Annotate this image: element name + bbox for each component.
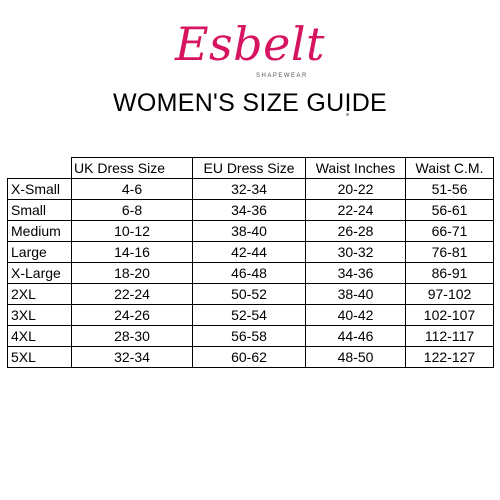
brand-logo: Esbelt SHAPEWEAR [0,18,500,88]
waist-inches-cell: 30-32 [305,241,406,263]
logo-tagline: SHAPEWEAR [256,73,308,79]
column-header-uk-dress-size: UK Dress Size [71,157,193,179]
row-label-size: 5XL [7,346,72,368]
table-header-row: UK Dress Size EU Dress Size Waist Inches… [7,157,494,179]
waist-inches-cell: 22-24 [305,199,406,221]
table-row: Large 14-16 42-44 30-32 76-81 [7,241,494,263]
row-label-size: 2XL [7,283,72,305]
table-corner-cell [7,157,72,179]
table-row: X-Large 18-20 46-48 34-36 86-91 [7,262,494,284]
uk-dress-size-cell: 4-6 [71,178,193,200]
waist-cm-cell: 112-117 [405,325,494,347]
waist-inches-cell: 40-42 [305,304,406,326]
waist-inches-cell: 48-50 [305,346,406,368]
row-label-size: Small [7,199,72,221]
uk-dress-size-cell: 22-24 [71,283,193,305]
table-row: 4XL 28-30 56-58 44-46 112-117 [7,325,494,347]
eu-dress-size-cell: 60-62 [192,346,306,368]
waist-cm-cell: 66-71 [405,220,494,242]
row-label-size: X-Small [7,178,72,200]
row-label-size: X-Large [7,262,72,284]
row-label-size: Large [7,241,72,263]
uk-dress-size-cell: 14-16 [71,241,193,263]
eu-dress-size-cell: 46-48 [192,262,306,284]
waist-inches-cell: 44-46 [305,325,406,347]
table-row: 2XL 22-24 50-52 38-40 97-102 [7,283,494,305]
column-header-waist-cm: Waist C.M. [405,157,494,179]
waist-inches-cell: 38-40 [305,283,406,305]
eu-dress-size-cell: 52-54 [192,304,306,326]
waist-cm-cell: 51-56 [405,178,494,200]
table-row: Medium 10-12 38-40 26-28 66-71 [7,220,494,242]
eu-dress-size-cell: 32-34 [192,178,306,200]
eu-dress-size-cell: 50-52 [192,283,306,305]
table-row: 3XL 24-26 52-54 40-42 102-107 [7,304,494,326]
column-header-waist-inches: Waist Inches [305,157,406,179]
row-label-size: Medium [7,220,72,242]
eu-dress-size-cell: 38-40 [192,220,306,242]
waist-cm-cell: 122-127 [405,346,494,368]
waist-cm-cell: 97-102 [405,283,494,305]
waist-cm-cell: 76-81 [405,241,494,263]
size-guide-table: UK Dress Size EU Dress Size Waist Inches… [7,157,494,368]
table-row: X-Small 4-6 32-34 20-22 51-56 [7,178,494,200]
uk-dress-size-cell: 24-26 [71,304,193,326]
uk-dress-size-cell: 10-12 [71,220,193,242]
waist-cm-cell: 102-107 [405,304,494,326]
row-label-size: 4XL [7,325,72,347]
uk-dress-size-cell: 6-8 [71,199,193,221]
column-header-eu-dress-size: EU Dress Size [192,157,306,179]
logo-wordmark: Esbelt [174,17,326,71]
eu-dress-size-cell: 34-36 [192,199,306,221]
decorative-dot [346,113,349,116]
page-title: WOMEN'S SIZE GUIDE [112,89,388,117]
eu-dress-size-cell: 42-44 [192,241,306,263]
uk-dress-size-cell: 32-34 [71,346,193,368]
table-row: 5XL 32-34 60-62 48-50 122-127 [7,346,494,368]
waist-inches-cell: 34-36 [305,262,406,284]
uk-dress-size-cell: 18-20 [71,262,193,284]
table-row: Small 6-8 34-36 22-24 56-61 [7,199,494,221]
row-label-size: 3XL [7,304,72,326]
waist-inches-cell: 20-22 [305,178,406,200]
waist-cm-cell: 86-91 [405,262,494,284]
waist-cm-cell: 56-61 [405,199,494,221]
uk-dress-size-cell: 28-30 [71,325,193,347]
waist-inches-cell: 26-28 [305,220,406,242]
eu-dress-size-cell: 56-58 [192,325,306,347]
